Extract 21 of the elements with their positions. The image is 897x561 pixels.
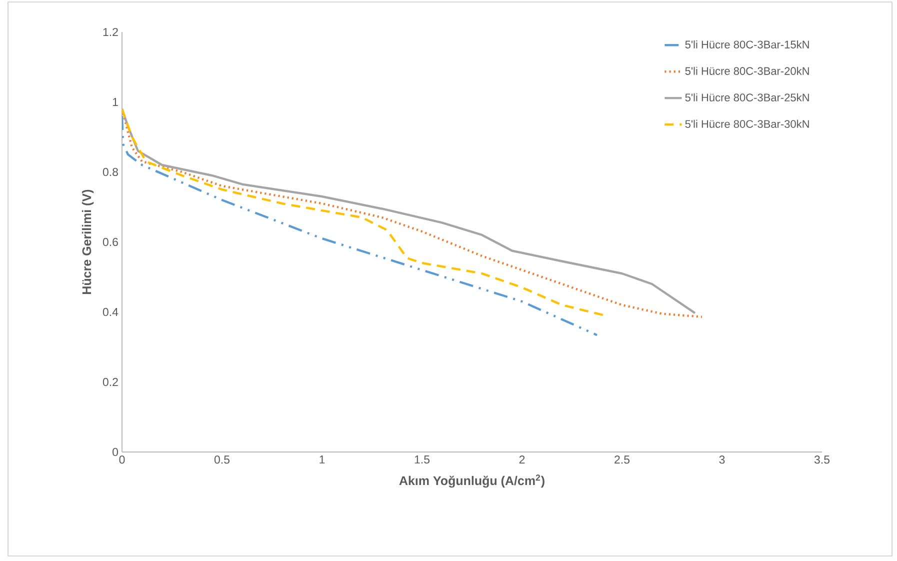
y-axis-title: Hücre Gerilimi (V) bbox=[82, 190, 94, 294]
x-tick-label: 2 bbox=[519, 456, 525, 464]
x-tick-label: 3.5 bbox=[814, 456, 830, 464]
x-tick-label: 1 bbox=[320, 456, 325, 464]
legend-label: 5'li Hücre 80C-3Bar-30kN bbox=[685, 120, 809, 128]
legend-label: 5'li Hücre 80C-3Bar-20kN bbox=[685, 66, 809, 75]
x-tick-label: 0 bbox=[119, 456, 125, 464]
x-tick-label: 3 bbox=[719, 456, 725, 464]
legend-label: 5'li Hücre 80C-3Bar-15kN bbox=[685, 40, 809, 48]
y-tick-label: 0.8 bbox=[102, 168, 118, 176]
x-tick-label: 0.5 bbox=[214, 456, 230, 464]
y-tick-label: 1.2 bbox=[103, 28, 118, 36]
x-axis-title: Akım Yoğunluğu (A/cm$^{2}$) bbox=[399, 474, 544, 488]
x-tick-label: 2.5 bbox=[614, 456, 630, 464]
y-tick-label: 0.2 bbox=[102, 378, 118, 386]
legend-label: 5'li Hücre 80C-3Bar-25kN bbox=[685, 93, 809, 102]
x-tick-label: 1.5 bbox=[414, 456, 430, 464]
y-tick-label: 0.4 bbox=[102, 308, 118, 316]
y-tick-label: 0.6 bbox=[102, 238, 118, 246]
y-tick-label: 1 bbox=[112, 98, 118, 106]
y-tick-label: 0 bbox=[112, 448, 118, 456]
